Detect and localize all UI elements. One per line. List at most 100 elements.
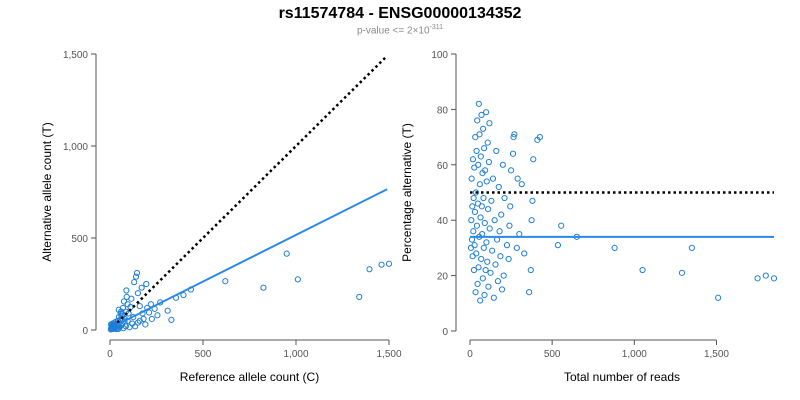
right-data-point	[510, 134, 517, 141]
left-data-point	[148, 315, 155, 323]
left-y-tick-label: 500	[71, 234, 88, 245]
right-data-point	[487, 269, 494, 276]
right-data-point	[471, 164, 478, 171]
right-x-tick-label: 0	[467, 349, 473, 360]
right-data-point	[469, 156, 477, 163]
right-data-point	[480, 244, 487, 251]
right-data-point	[468, 217, 475, 224]
left-data-point	[222, 278, 229, 285]
right-data-point	[486, 120, 493, 127]
left-data-point	[138, 284, 145, 291]
right-data-point	[483, 239, 490, 246]
right-data-point	[611, 244, 618, 251]
right-data-point	[688, 244, 695, 251]
right-data-point	[489, 175, 497, 182]
right-data-point	[507, 167, 515, 174]
right-data-point	[471, 242, 478, 249]
right-data-point	[770, 275, 778, 282]
right-data-point	[530, 156, 537, 163]
right-data-point	[506, 222, 513, 229]
left-x-tick-label: 1,500	[376, 349, 401, 360]
right-data-point	[474, 117, 481, 124]
right-data-point	[518, 181, 525, 188]
right-data-point	[484, 139, 491, 146]
right-data-point	[483, 109, 490, 116]
left-data-point	[133, 269, 141, 277]
left-data-point	[120, 298, 128, 305]
right-data-point	[503, 242, 511, 249]
left-x-tick-label: 0	[107, 349, 113, 360]
right-y-tick-label: 20	[437, 272, 449, 283]
right-data-point	[485, 283, 492, 290]
right-x-tick-label: 1,500	[704, 349, 729, 360]
right-data-point	[472, 289, 479, 296]
left-data-point	[132, 273, 140, 280]
right-y-axis-label: Percentage alternative (T)	[400, 123, 414, 262]
left-data-point	[366, 266, 373, 273]
right-data-point	[476, 131, 483, 138]
left-x-axis-label: Reference allele count (C)	[180, 370, 319, 384]
right-data-point	[498, 211, 505, 218]
right-x-tick-label: 1,000	[622, 349, 647, 360]
left-data-point	[115, 306, 122, 313]
right-data-point	[490, 294, 497, 301]
right-y-tick-label: 100	[431, 50, 448, 61]
right-data-point	[484, 206, 492, 213]
right-data-point	[478, 255, 485, 263]
left-data-point	[123, 287, 130, 294]
right-data-point	[507, 203, 514, 210]
right-data-point	[481, 291, 488, 299]
left-data-point	[123, 293, 130, 300]
right-data-point	[473, 147, 480, 155]
right-data-point	[521, 250, 528, 257]
right-data-point	[474, 200, 481, 207]
right-x-tick-label: 500	[544, 349, 561, 360]
right-data-point	[483, 178, 490, 185]
right-data-point	[501, 194, 508, 202]
right-data-point	[494, 278, 502, 285]
right-y-tick-label: 0	[442, 327, 448, 338]
right-data-point	[500, 272, 507, 279]
right-data-point	[474, 280, 481, 288]
right-data-point	[477, 153, 484, 160]
right-y-tick-label: 80	[437, 105, 449, 116]
left-data-point	[154, 312, 161, 319]
left-data-point	[143, 280, 150, 288]
right-data-point	[678, 269, 686, 276]
left-data-point	[356, 293, 363, 300]
left-data-point	[142, 321, 149, 328]
left-data-point	[136, 302, 143, 310]
chart-title: rs11574784 - ENSG00000134352	[278, 5, 522, 22]
chart-subtitle: p-value <= 2×10-311	[0, 24, 800, 36]
left-y-tick-label: 0	[82, 326, 88, 337]
left-data-point	[283, 250, 290, 257]
right-data-point	[529, 197, 536, 204]
right-data-point	[484, 258, 491, 265]
left-data-point	[385, 260, 393, 267]
right-data-point	[480, 194, 487, 202]
right-data-point	[472, 189, 480, 196]
right-data-point	[509, 150, 517, 157]
left-data-point	[260, 284, 267, 291]
left-data-point	[294, 276, 301, 283]
right-data-point	[473, 250, 480, 257]
right-data-point	[482, 266, 489, 274]
right-data-point	[477, 297, 484, 304]
right-data-point	[513, 244, 520, 251]
left-y-tick-label: 1,500	[63, 50, 88, 61]
right-data-point	[762, 272, 769, 279]
right-y-tick-label: 60	[437, 161, 449, 172]
left-y-tick-label: 1,000	[63, 142, 88, 153]
left-data-point	[107, 326, 115, 333]
left-x-tick-label: 1,000	[283, 349, 308, 360]
right-data-point	[489, 247, 496, 254]
right-data-point	[492, 261, 499, 268]
left-data-point	[117, 310, 124, 317]
right-data-point	[493, 147, 500, 155]
left-data-point	[126, 324, 133, 331]
left-data-point	[378, 261, 385, 268]
left-data-point	[132, 323, 139, 330]
right-data-point	[491, 217, 498, 224]
right-data-point	[469, 253, 476, 260]
